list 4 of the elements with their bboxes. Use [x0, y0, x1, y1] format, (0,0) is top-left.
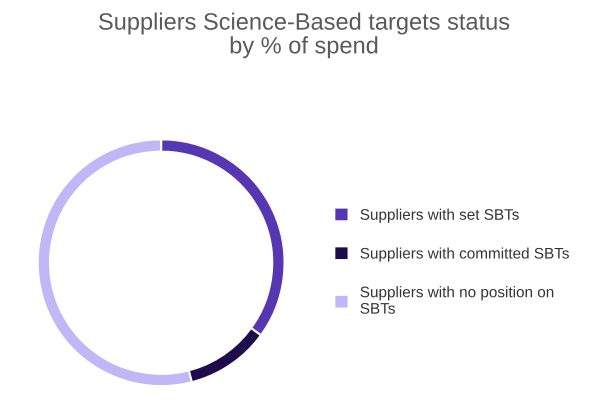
- legend-label: Suppliers with committed SBTs: [360, 247, 569, 262]
- legend-label: Suppliers with set SBTs: [360, 208, 519, 223]
- chart-title: Suppliers Science-Based targets status by % of spend: [99, 12, 510, 58]
- legend-label: Suppliers with no position on SBTs: [360, 286, 554, 314]
